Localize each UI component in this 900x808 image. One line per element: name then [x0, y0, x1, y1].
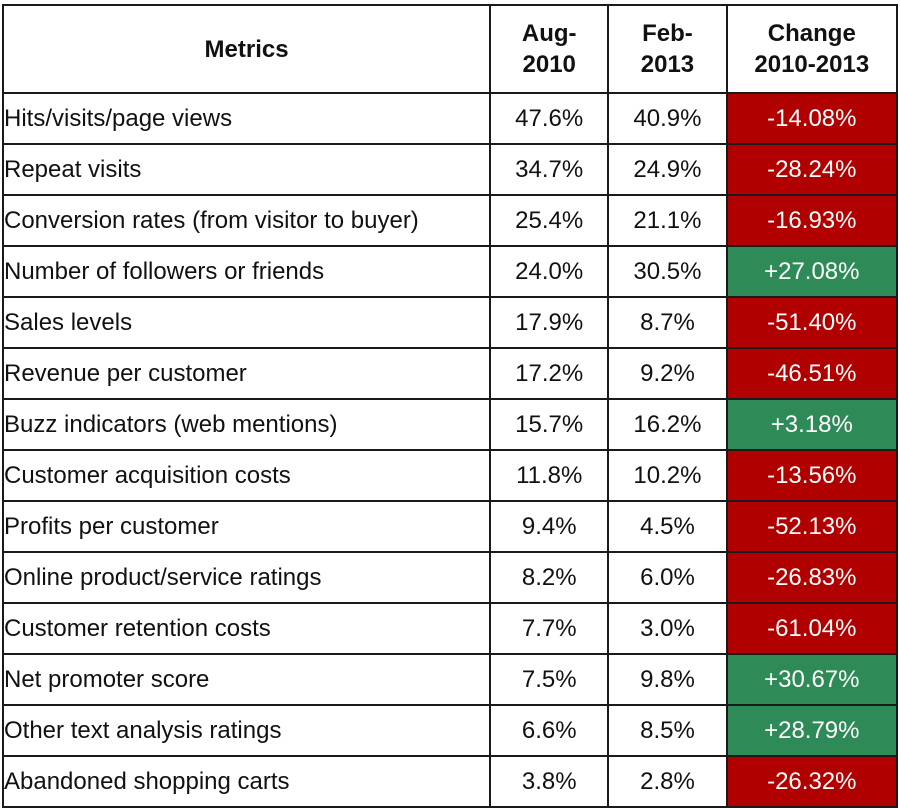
- table-row: Customer retention costs 7.7% 3.0% -61.04%: [1, 602, 899, 655]
- change-value-cell: -46.51%: [725, 347, 899, 400]
- aug-2010-value-cell: 7.7%: [489, 602, 610, 655]
- change-value-cell: +30.67%: [725, 653, 899, 706]
- feb-2013-value-cell: 16.2%: [607, 398, 728, 451]
- aug-2010-value-cell: 15.7%: [489, 398, 610, 451]
- table-body: Hits/visits/page views 47.6% 40.9% -14.08% R…: [1, 92, 899, 808]
- change-value-cell: -13.56%: [725, 449, 899, 502]
- header-change-line-2: 2010-2013: [754, 51, 870, 78]
- feb-2013-value-cell: 6.0%: [607, 551, 728, 604]
- metric-name-cell: Repeat visits: [1, 143, 492, 196]
- table-row: Conversion rates (from visitor to buyer)…: [1, 194, 899, 247]
- table-row: Online product/service ratings 8.2% 6.0% -2…: [1, 551, 899, 604]
- header-row: Metrics Aug- 2010 Feb- 2013 Change 2010-…: [1, 4, 899, 94]
- aug-2010-value-cell: 47.6%: [489, 92, 610, 145]
- header-feb-line-2: 2013: [640, 51, 695, 78]
- change-value-cell: -26.83%: [725, 551, 899, 604]
- feb-2013-value-cell: 24.9%: [607, 143, 728, 196]
- header-change-line-1: Change: [767, 20, 856, 47]
- aug-2010-value-cell: 9.4%: [489, 500, 610, 553]
- change-value-cell: -16.93%: [725, 194, 899, 247]
- header-change: Change 2010-2013: [725, 4, 899, 94]
- header-aug-2010: Aug- 2010: [489, 4, 610, 94]
- table-header: Metrics Aug- 2010 Feb- 2013 Change 2010-…: [1, 4, 899, 94]
- feb-2013-value-cell: 30.5%: [607, 245, 728, 298]
- metric-name-cell: Profits per customer: [1, 500, 492, 553]
- table-row: Number of followers or friends 24.0% 30.5%…: [1, 245, 899, 298]
- change-value-cell: -61.04%: [725, 602, 899, 655]
- feb-2013-value-cell: 8.7%: [607, 296, 728, 349]
- change-value-cell: -52.13%: [725, 500, 899, 553]
- header-metrics-line: Metrics: [204, 35, 289, 63]
- metrics-table: Metrics Aug- 2010 Feb- 2013 Change 2010-…: [1, 4, 899, 808]
- header-feb-2013: Feb- 2013: [607, 4, 728, 94]
- header-feb-line-1: Feb-: [642, 20, 693, 47]
- metric-name-cell: Revenue per customer: [1, 347, 492, 400]
- metric-name-cell: Customer acquisition costs: [1, 449, 492, 502]
- aug-2010-value-cell: 17.9%: [489, 296, 610, 349]
- metric-name-cell: Other text analysis ratings: [1, 704, 492, 757]
- header-metrics: Metrics: [1, 4, 492, 94]
- feb-2013-value-cell: 9.2%: [607, 347, 728, 400]
- change-value-cell: -28.24%: [725, 143, 899, 196]
- feb-2013-value-cell: 21.1%: [607, 194, 728, 247]
- metric-name-cell: Customer retention costs: [1, 602, 492, 655]
- feb-2013-value-cell: 2.8%: [607, 755, 728, 808]
- table-row: Revenue per customer 17.2% 9.2% -46.51%: [1, 347, 899, 400]
- feb-2013-value-cell: 3.0%: [607, 602, 728, 655]
- aug-2010-value-cell: 11.8%: [489, 449, 610, 502]
- metric-name-cell: Hits/visits/page views: [1, 92, 492, 145]
- table-row: Profits per customer 9.4% 4.5% -52.13%: [1, 500, 899, 553]
- metric-name-cell: Buzz indicators (web mentions): [1, 398, 492, 451]
- feb-2013-value-cell: 9.8%: [607, 653, 728, 706]
- aug-2010-value-cell: 6.6%: [489, 704, 610, 757]
- aug-2010-value-cell: 8.2%: [489, 551, 610, 604]
- feb-2013-value-cell: 40.9%: [607, 92, 728, 145]
- aug-2010-value-cell: 3.8%: [489, 755, 610, 808]
- metric-name-cell: Number of followers or friends: [1, 245, 492, 298]
- table-row: Hits/visits/page views 47.6% 40.9% -14.08%: [1, 92, 899, 145]
- table-row: Customer acquisition costs 11.8% 10.2% -13.…: [1, 449, 899, 502]
- metric-name-cell: Net promoter score: [1, 653, 492, 706]
- table-row: Sales levels 17.9% 8.7% -51.40%: [1, 296, 899, 349]
- aug-2010-value-cell: 24.0%: [489, 245, 610, 298]
- aug-2010-value-cell: 17.2%: [489, 347, 610, 400]
- change-value-cell: +27.08%: [725, 245, 899, 298]
- change-value-cell: +3.18%: [725, 398, 899, 451]
- metric-name-cell: Conversion rates (from visitor to buyer): [1, 194, 492, 247]
- table-row: Repeat visits 34.7% 24.9% -28.24%: [1, 143, 899, 196]
- table-row: Buzz indicators (web mentions) 15.7% 16.2%…: [1, 398, 899, 451]
- metric-name-cell: Online product/service ratings: [1, 551, 492, 604]
- feb-2013-value-cell: 10.2%: [607, 449, 728, 502]
- header-aug-line-1: Aug-: [521, 20, 577, 47]
- feb-2013-value-cell: 4.5%: [607, 500, 728, 553]
- table-row: Net promoter score 7.5% 9.8% +30.67%: [1, 653, 899, 706]
- table-row: Other text analysis ratings 6.6% 8.5% +28.7…: [1, 704, 899, 757]
- header-aug-line-2: 2010: [522, 51, 576, 78]
- change-value-cell: -26.32%: [725, 755, 899, 808]
- feb-2013-value-cell: 8.5%: [607, 704, 728, 757]
- change-value-cell: -14.08%: [725, 92, 899, 145]
- change-value-cell: -51.40%: [725, 296, 899, 349]
- aug-2010-value-cell: 7.5%: [489, 653, 610, 706]
- change-value-cell: +28.79%: [725, 704, 899, 757]
- table-row: Abandoned shopping carts 3.8% 2.8% -26.32%: [1, 755, 899, 808]
- metric-name-cell: Sales levels: [1, 296, 492, 349]
- aug-2010-value-cell: 25.4%: [489, 194, 610, 247]
- aug-2010-value-cell: 34.7%: [489, 143, 610, 196]
- metric-name-cell: Abandoned shopping carts: [1, 755, 492, 808]
